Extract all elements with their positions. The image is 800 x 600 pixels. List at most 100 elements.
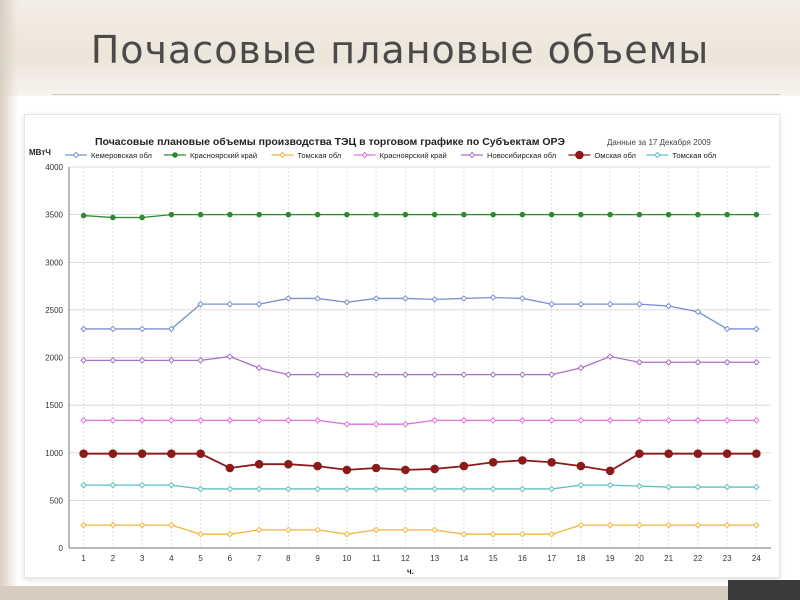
data-point: [401, 465, 410, 475]
slide-title: Почасовые плановые объемы: [90, 28, 710, 72]
x-tick-label: 1: [81, 554, 86, 563]
data-point: [577, 521, 585, 529]
x-tick-label: 15: [489, 554, 498, 563]
series-line: [83, 524, 757, 535]
data-point: [430, 464, 439, 474]
data-point: [80, 417, 87, 424]
data-point: [197, 300, 204, 308]
data-point: [314, 211, 321, 218]
data-point: [313, 461, 322, 471]
data-point: [344, 211, 350, 218]
x-tick-label: 20: [635, 554, 644, 563]
x-tick-label: 19: [606, 554, 615, 563]
data-point: [314, 295, 321, 302]
data-point: [431, 211, 438, 218]
x-tick-label: 3: [140, 554, 145, 563]
data-point: [459, 461, 469, 471]
data-point: [343, 530, 351, 538]
legend-entry: Томская обл: [672, 151, 716, 160]
data-point: [431, 296, 438, 303]
legend-swatch-marker: [361, 151, 368, 159]
data-point: [138, 481, 146, 489]
data-point: [402, 526, 409, 534]
data-point: [372, 526, 380, 534]
data-point: [80, 357, 87, 364]
data-point: [431, 485, 438, 493]
data-point: [489, 530, 497, 538]
data-point: [402, 295, 409, 302]
data-point: [665, 302, 672, 310]
series-line: [83, 452, 757, 472]
data-point: [723, 358, 731, 366]
data-point: [752, 449, 761, 459]
data-point: [168, 211, 175, 218]
data-point: [197, 417, 204, 424]
data-point: [577, 364, 585, 372]
data-point: [314, 371, 321, 378]
data-point: [665, 358, 672, 366]
data-point: [606, 481, 614, 489]
series-line: [83, 296, 757, 330]
data-point: [80, 212, 87, 219]
data-point: [109, 325, 117, 333]
data-point: [168, 325, 175, 333]
y-axis-label: МВтЧ: [29, 148, 51, 157]
footer-bar: [0, 586, 800, 600]
data-point: [373, 211, 379, 218]
data-point: [342, 465, 352, 475]
data-point: [578, 211, 584, 218]
y-tick-label: 1000: [45, 449, 63, 458]
data-point: [227, 211, 233, 218]
x-tick-label: 11: [372, 554, 381, 563]
x-tick-label: 21: [664, 554, 673, 563]
data-point: [488, 457, 498, 467]
data-point: [547, 457, 556, 467]
data-point: [343, 371, 351, 378]
data-point: [460, 295, 468, 302]
series-line: [83, 213, 757, 219]
data-point: [636, 358, 643, 366]
data-point: [753, 325, 760, 333]
data-point: [225, 463, 235, 473]
legend-swatch-marker: [468, 151, 476, 159]
data-point: [694, 417, 702, 424]
data-point: [371, 463, 381, 473]
x-tick-label: 8: [286, 554, 291, 563]
legend-entry: Кемеровская обл: [91, 151, 152, 160]
x-tick-label: 12: [401, 554, 410, 563]
data-point: [460, 530, 468, 538]
data-point: [753, 358, 760, 366]
data-point: [460, 417, 468, 424]
data-point: [722, 449, 732, 459]
y-tick-label: 3000: [45, 258, 63, 267]
data-point: [108, 449, 118, 459]
y-tick-label: 1500: [45, 401, 63, 410]
data-point: [606, 300, 614, 308]
series-line: [83, 484, 757, 490]
data-point: [168, 521, 175, 529]
data-point: [138, 325, 146, 333]
x-tick-label: 24: [752, 554, 761, 563]
x-tick-label: 13: [430, 554, 439, 563]
data-point: [460, 371, 468, 378]
data-point: [548, 211, 555, 218]
x-tick-label: 17: [547, 554, 556, 563]
data-point: [80, 325, 87, 333]
data-point: [226, 353, 234, 360]
data-point: [168, 481, 175, 489]
data-point: [606, 353, 614, 360]
data-point: [694, 308, 702, 316]
data-point: [285, 417, 292, 424]
data-point: [285, 485, 292, 493]
data-point: [314, 485, 321, 493]
x-tick-label: 14: [459, 554, 468, 563]
data-point: [168, 417, 175, 424]
y-tick-label: 0: [59, 544, 64, 553]
data-point: [636, 521, 643, 529]
data-point: [489, 371, 497, 378]
data-point: [284, 459, 293, 469]
data-point: [723, 325, 731, 333]
data-point: [606, 521, 614, 529]
title-band: [0, 0, 800, 96]
